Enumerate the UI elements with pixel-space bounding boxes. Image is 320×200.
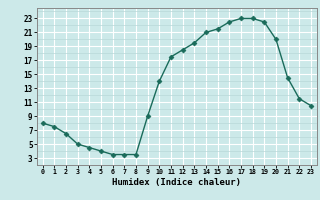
X-axis label: Humidex (Indice chaleur): Humidex (Indice chaleur) <box>112 178 241 187</box>
